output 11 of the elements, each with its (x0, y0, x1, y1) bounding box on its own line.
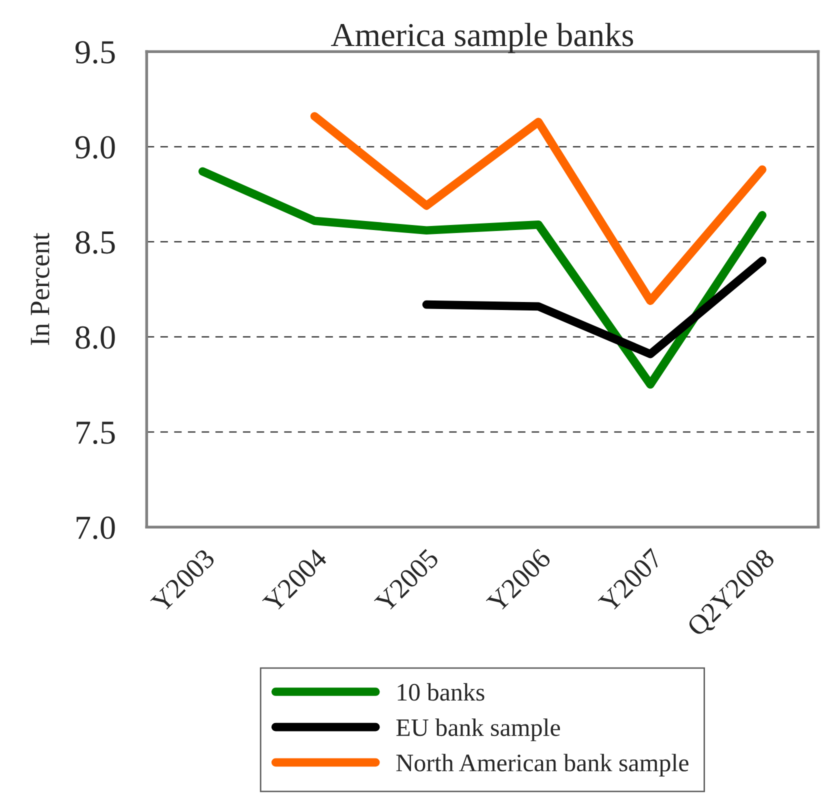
legend-label: EU bank sample (396, 718, 560, 742)
y-tick-label: 8.0 (76, 326, 115, 349)
y-tick-label: 7.5 (76, 422, 115, 444)
y-tick-label: 7.0 (76, 516, 115, 540)
chart-title: America sample banks (330, 22, 634, 54)
legend-label: 10 banks (398, 683, 484, 701)
y-tick-label: 9.5 (76, 41, 115, 64)
y-tick-label: 8.5 (76, 231, 115, 254)
y-tick-label: 9.0 (76, 136, 115, 159)
legend-label: North American bank sample (396, 754, 688, 776)
y-axis-title: In Percent (30, 232, 50, 346)
